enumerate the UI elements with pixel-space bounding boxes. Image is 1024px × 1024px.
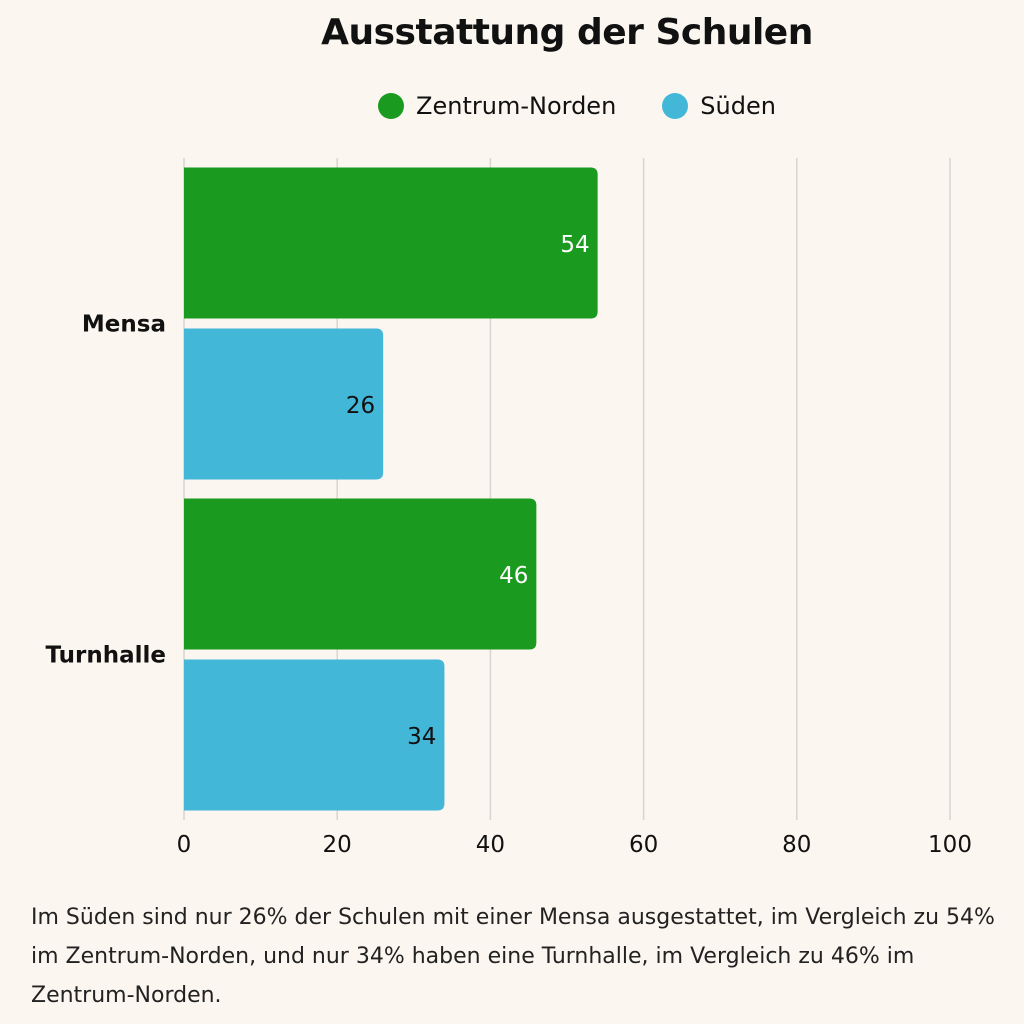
- x-tick-label-20: 20: [323, 832, 352, 858]
- x-tick-label-100: 100: [928, 832, 972, 858]
- bar-chart: 0 20 40 60 80 100 Mensa 54 26 Turnhalle 46 34: [45, 158, 972, 858]
- bar-value-label-mensa-zentrum-norden: 54: [560, 232, 589, 258]
- bar-mensa-sueden: [184, 328, 384, 480]
- legend: Zentrum-Norden Süden: [0, 92, 1024, 120]
- legend-item-zentrum-norden: Zentrum-Norden: [378, 92, 616, 120]
- bar-mensa-zentrum-norden: [184, 167, 598, 319]
- bar-value-label-mensa-sueden: 26: [346, 393, 375, 419]
- bar-value-label-turnhalle-sueden: 34: [407, 724, 436, 750]
- category-label-mensa: Mensa: [82, 312, 166, 338]
- category-label-turnhalle: Turnhalle: [45, 643, 166, 669]
- x-tick-label-60: 60: [629, 832, 658, 858]
- bar-turnhalle-sueden: [184, 659, 445, 811]
- x-tick-label-40: 40: [476, 832, 505, 858]
- bar-turnhalle-zentrum-norden: [184, 498, 537, 650]
- legend-marker-sueden: [662, 93, 689, 119]
- legend-item-sueden: Süden: [662, 92, 776, 120]
- chart-title: Ausstattung der Schulen: [321, 12, 813, 53]
- x-tick-label-0: 0: [177, 832, 192, 858]
- chart-caption: Im Süden sind nur 26% der Schulen mit ei…: [31, 905, 995, 1008]
- legend-label-zentrum-norden: Zentrum-Norden: [416, 92, 617, 120]
- bar-value-label-turnhalle-zentrum-norden: 46: [499, 563, 528, 589]
- x-tick-label-80: 80: [782, 832, 811, 858]
- legend-label-sueden: Süden: [700, 92, 776, 120]
- legend-marker-zentrum-norden: [378, 93, 405, 119]
